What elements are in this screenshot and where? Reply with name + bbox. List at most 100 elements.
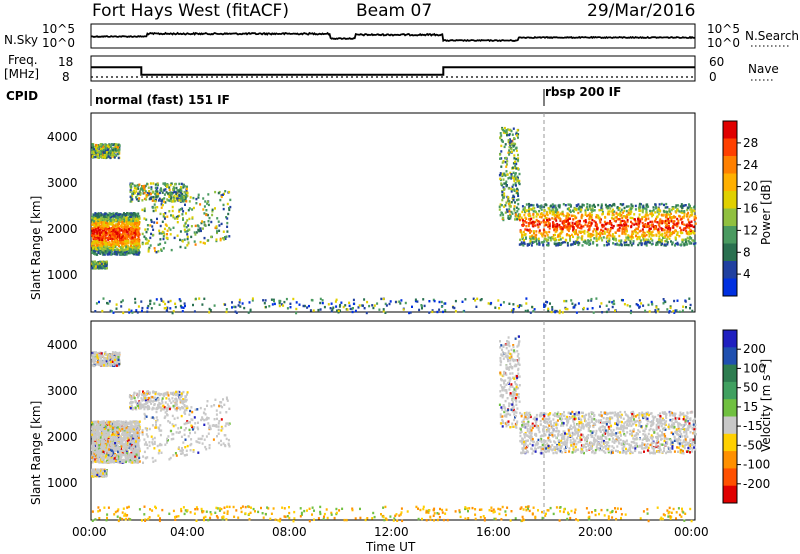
power-cell [525, 297, 528, 300]
power-cell [137, 187, 140, 190]
power-cell [554, 211, 557, 214]
power-cell [135, 244, 138, 248]
power-cell [145, 218, 148, 221]
power-cell [130, 244, 133, 248]
power-cell [136, 225, 139, 229]
power-cell [136, 215, 139, 218]
power-cell [164, 223, 167, 226]
power-cell [141, 208, 144, 212]
power-cell [99, 224, 102, 228]
power-cell [607, 210, 610, 213]
power-cell [138, 221, 141, 224]
power-cell [100, 247, 103, 250]
power-cell [638, 242, 641, 245]
power-cell [511, 212, 514, 215]
power-cell [500, 204, 503, 207]
power-cell [192, 303, 194, 307]
power-cell [512, 127, 515, 130]
power-cell [503, 205, 506, 208]
power-cell [113, 155, 116, 159]
power-cell [623, 206, 626, 210]
power-cell [158, 197, 161, 200]
power-cell [572, 235, 574, 238]
power-cell [521, 237, 524, 241]
power-cell [513, 189, 516, 192]
power-cell [552, 208, 555, 211]
power-cell [130, 183, 133, 186]
power-cell [603, 220, 606, 224]
power-cell [520, 241, 523, 244]
power-cell [655, 306, 658, 309]
power-cell [376, 302, 379, 305]
power-cell [579, 210, 582, 213]
power-cell [130, 237, 133, 240]
vel-cell [127, 430, 130, 434]
power-cell [104, 156, 107, 159]
power-cell [681, 222, 684, 226]
power-cell [538, 215, 541, 219]
power-cell [628, 209, 631, 212]
power-cell [106, 301, 108, 305]
power-cell [98, 147, 101, 150]
power-cell [237, 304, 240, 307]
power-cell [224, 190, 227, 193]
power-cell [143, 184, 146, 188]
power-cell [306, 306, 309, 309]
power-cell [643, 215, 646, 218]
power-cell [93, 220, 95, 223]
power-cell [93, 215, 96, 219]
power-cell [685, 306, 687, 309]
power-cell [587, 233, 590, 237]
power-cell [631, 230, 634, 233]
power-cell [127, 217, 130, 220]
power-cell [163, 217, 166, 220]
power-cell [637, 225, 640, 228]
vel-cell [125, 420, 128, 423]
power-cell [151, 199, 154, 202]
power-cell [656, 221, 659, 224]
power-cell [164, 201, 167, 204]
power-cell [636, 232, 639, 235]
power-cell [94, 246, 97, 249]
power-cell [651, 213, 654, 216]
power-cell [506, 160, 509, 163]
power-cell [146, 193, 149, 197]
power-cell [558, 238, 560, 242]
power-cell [96, 225, 98, 228]
power-cell [134, 297, 137, 301]
power-cell [91, 143, 94, 146]
power-cell [634, 204, 637, 208]
power-cell [529, 219, 532, 222]
power-cell [98, 238, 101, 241]
power-cell [548, 224, 551, 227]
power-cell [604, 203, 607, 207]
power-cell [160, 189, 163, 192]
power-cell [617, 218, 620, 221]
power-cell [143, 207, 146, 210]
power-cell [505, 156, 508, 160]
power-cell [641, 228, 644, 231]
power-cell [165, 185, 168, 188]
power-cell [160, 299, 163, 302]
power-cell [99, 233, 102, 237]
power-cell [585, 242, 588, 245]
power-cell [157, 243, 160, 246]
power-cell [233, 305, 236, 309]
power-cell [668, 221, 670, 225]
power-cell [672, 207, 675, 210]
power-cell [184, 203, 186, 206]
power-cell [99, 155, 102, 159]
power-cell [116, 146, 119, 149]
power-cell [197, 225, 200, 228]
power-cell [132, 228, 135, 232]
power-cell [500, 157, 503, 160]
power-cell [621, 219, 624, 223]
power-cell [111, 151, 114, 154]
power-cell [586, 205, 589, 209]
power-cell [591, 204, 594, 208]
noise-sky-line [90, 31, 696, 43]
power-cell [102, 145, 105, 148]
power-cell [644, 224, 647, 227]
power-cell [382, 310, 385, 313]
power-cell [684, 238, 687, 241]
